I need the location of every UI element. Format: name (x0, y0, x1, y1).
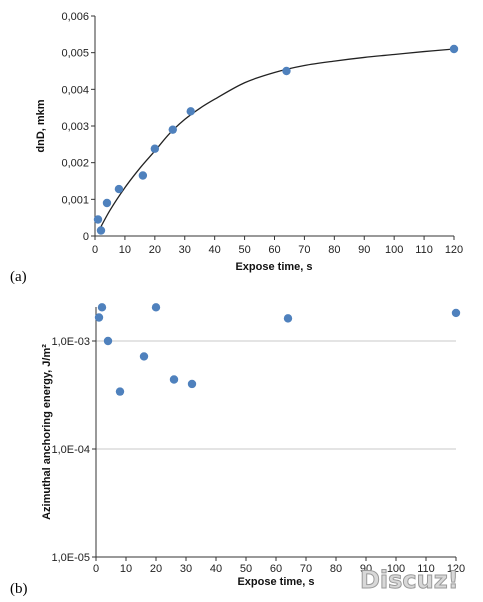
x-tick-label: 100 (385, 244, 403, 256)
chart-b-gridlines (96, 340, 456, 450)
chart-b-x-title: Expose time, s (237, 576, 314, 588)
watermark-text: Discuz! (360, 566, 459, 594)
x-tick-label: 0 (93, 563, 99, 575)
y-tick-label: 1,0E-05 (51, 552, 90, 564)
data-point (451, 308, 461, 318)
data-point (168, 125, 177, 134)
y-tick-label: 0,004 (61, 84, 89, 96)
x-tick-label: 80 (330, 563, 342, 575)
chart-b-y-ticks: 1,0E-05 1,0E-04 1,0E-03 (51, 336, 96, 564)
x-tick-label: 60 (270, 563, 282, 575)
x-tick-label: 90 (358, 244, 370, 256)
data-point (114, 184, 124, 194)
x-tick-label: 110 (417, 563, 435, 575)
y-tick-label: 0,006 (61, 11, 89, 23)
chart-a-points (93, 44, 459, 235)
chart-a-fit-line (97, 48, 455, 233)
data-point (115, 387, 125, 396)
y-tick-label: 0,002 (61, 158, 89, 170)
chart-b-x-ticks: 0 10 20 30 40 50 60 70 80 90 100 110 120 (93, 557, 465, 575)
chart-a-panel-label: (a) (10, 269, 27, 285)
data-point (138, 171, 148, 180)
chart-a: 0 0,001 0,002 0,003 0,004 0,005 0,006 0 10 20 30 4… (10, 11, 463, 285)
y-tick-label: 0,003 (61, 121, 89, 133)
x-tick-label: 10 (120, 563, 132, 575)
data-point (97, 303, 107, 312)
data-point (94, 313, 104, 322)
data-point (96, 226, 106, 235)
data-point (186, 107, 195, 116)
x-tick-label: 40 (209, 244, 221, 256)
chart-a-y-ticks: 0 0,001 0,002 0,003 0,004 0,005 0,006 (61, 11, 95, 243)
data-point (93, 215, 103, 224)
chart-b: 1,0E-05 1,0E-04 1,0E-03 0 10 20 30 40 50 60 70 80 9… (10, 303, 465, 597)
x-tick-label: 60 (268, 244, 280, 256)
x-tick-label: 30 (179, 244, 191, 256)
x-tick-label: 50 (240, 563, 252, 575)
y-tick-label: 0,001 (61, 194, 89, 206)
y-tick-label: 1,0E-03 (51, 336, 90, 348)
x-tick-label: 50 (238, 244, 250, 256)
data-point (449, 44, 459, 54)
chart-a-y-title: dnD, mkm (35, 99, 47, 152)
chart-a-x-title: Expose time, s (235, 261, 312, 273)
data-point (151, 303, 161, 312)
x-tick-label: 20 (150, 563, 162, 575)
data-point (103, 336, 113, 346)
data-point (102, 198, 112, 208)
data-point (282, 66, 291, 76)
chart-a-x-ticks: 0 10 20 30 40 50 60 70 80 90 100 110 120 (92, 236, 463, 256)
data-point (187, 379, 197, 389)
x-tick-label: 120 (445, 244, 463, 256)
x-tick-label: 0 (92, 244, 98, 256)
x-tick-label: 10 (119, 244, 131, 256)
y-tick-label: 0 (83, 231, 89, 243)
x-tick-label: 70 (298, 244, 310, 256)
x-tick-label: 100 (387, 563, 405, 575)
data-point (150, 144, 160, 153)
chart-b-y-title: Azimuthal anchoring energy, J/m² (41, 344, 53, 520)
data-point (169, 375, 179, 384)
x-tick-label: 110 (415, 244, 433, 256)
x-tick-label: 80 (328, 244, 340, 256)
x-tick-label: 90 (360, 563, 372, 575)
chart-b-panel-label: (b) (10, 581, 28, 597)
x-tick-label: 70 (300, 563, 312, 575)
x-tick-label: 30 (180, 563, 192, 575)
x-tick-label: 120 (447, 563, 465, 575)
chart-b-points (94, 303, 461, 396)
x-tick-label: 40 (210, 563, 222, 575)
data-point (283, 314, 293, 323)
data-point (139, 352, 149, 361)
y-tick-label: 1,0E-04 (51, 444, 90, 456)
x-tick-label: 20 (149, 244, 161, 256)
y-tick-label: 0,005 (61, 48, 89, 60)
